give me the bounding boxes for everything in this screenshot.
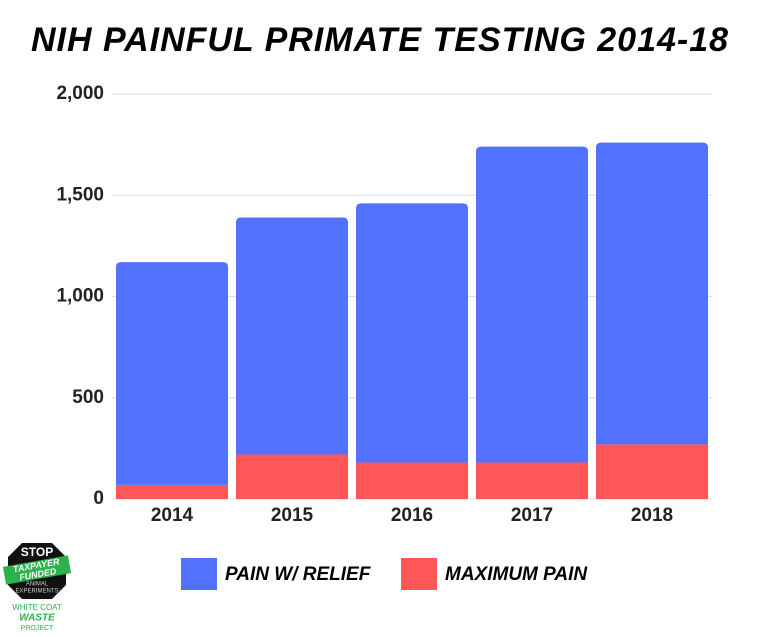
logo-text: EXPERIMENTS: [15, 589, 58, 595]
x-tick-label: 2017: [511, 505, 553, 526]
bar-segment: [116, 262, 228, 485]
bar-segment: [236, 217, 348, 455]
logo-text: STOP: [21, 545, 53, 559]
legend-label: PAIN W/ RELIEF: [225, 564, 372, 585]
logo-text: WASTE: [19, 613, 55, 624]
y-tick-label: 500: [72, 387, 104, 408]
logo-text: ANIMAL: [26, 582, 49, 588]
bar-segment: [476, 462, 588, 499]
legend-swatch: [181, 558, 217, 590]
legend-swatch: [401, 558, 437, 590]
bar-segment: [596, 142, 708, 445]
chart-title: NIH PAINFUL PRIMATE TESTING 2014-18: [31, 21, 729, 59]
bar-segment: [356, 462, 468, 499]
logo-text: PROJECT: [21, 625, 54, 632]
legend-label: MAXIMUM PAIN: [445, 564, 588, 585]
bar-segment: [356, 203, 468, 463]
logo-banner: [2, 555, 72, 585]
bar-segment: [476, 146, 588, 463]
bar-segment: [116, 484, 228, 499]
x-tick-label: 2016: [391, 505, 433, 526]
y-tick-label: 1,500: [56, 184, 104, 205]
bar-segment: [596, 444, 708, 499]
x-tick-label: 2018: [631, 505, 673, 526]
x-tick-label: 2015: [271, 505, 314, 526]
y-tick-label: 1,000: [56, 286, 104, 307]
y-tick-label: 2,000: [56, 83, 104, 104]
x-tick-label: 2014: [151, 505, 194, 526]
logo-text: WHITE COAT: [12, 603, 62, 612]
bar-segment: [236, 454, 348, 499]
y-tick-label: 0: [93, 488, 104, 509]
logo: STOP TAXPAYER FUNDED ANIMAL EXPERIMENTS …: [2, 543, 72, 632]
